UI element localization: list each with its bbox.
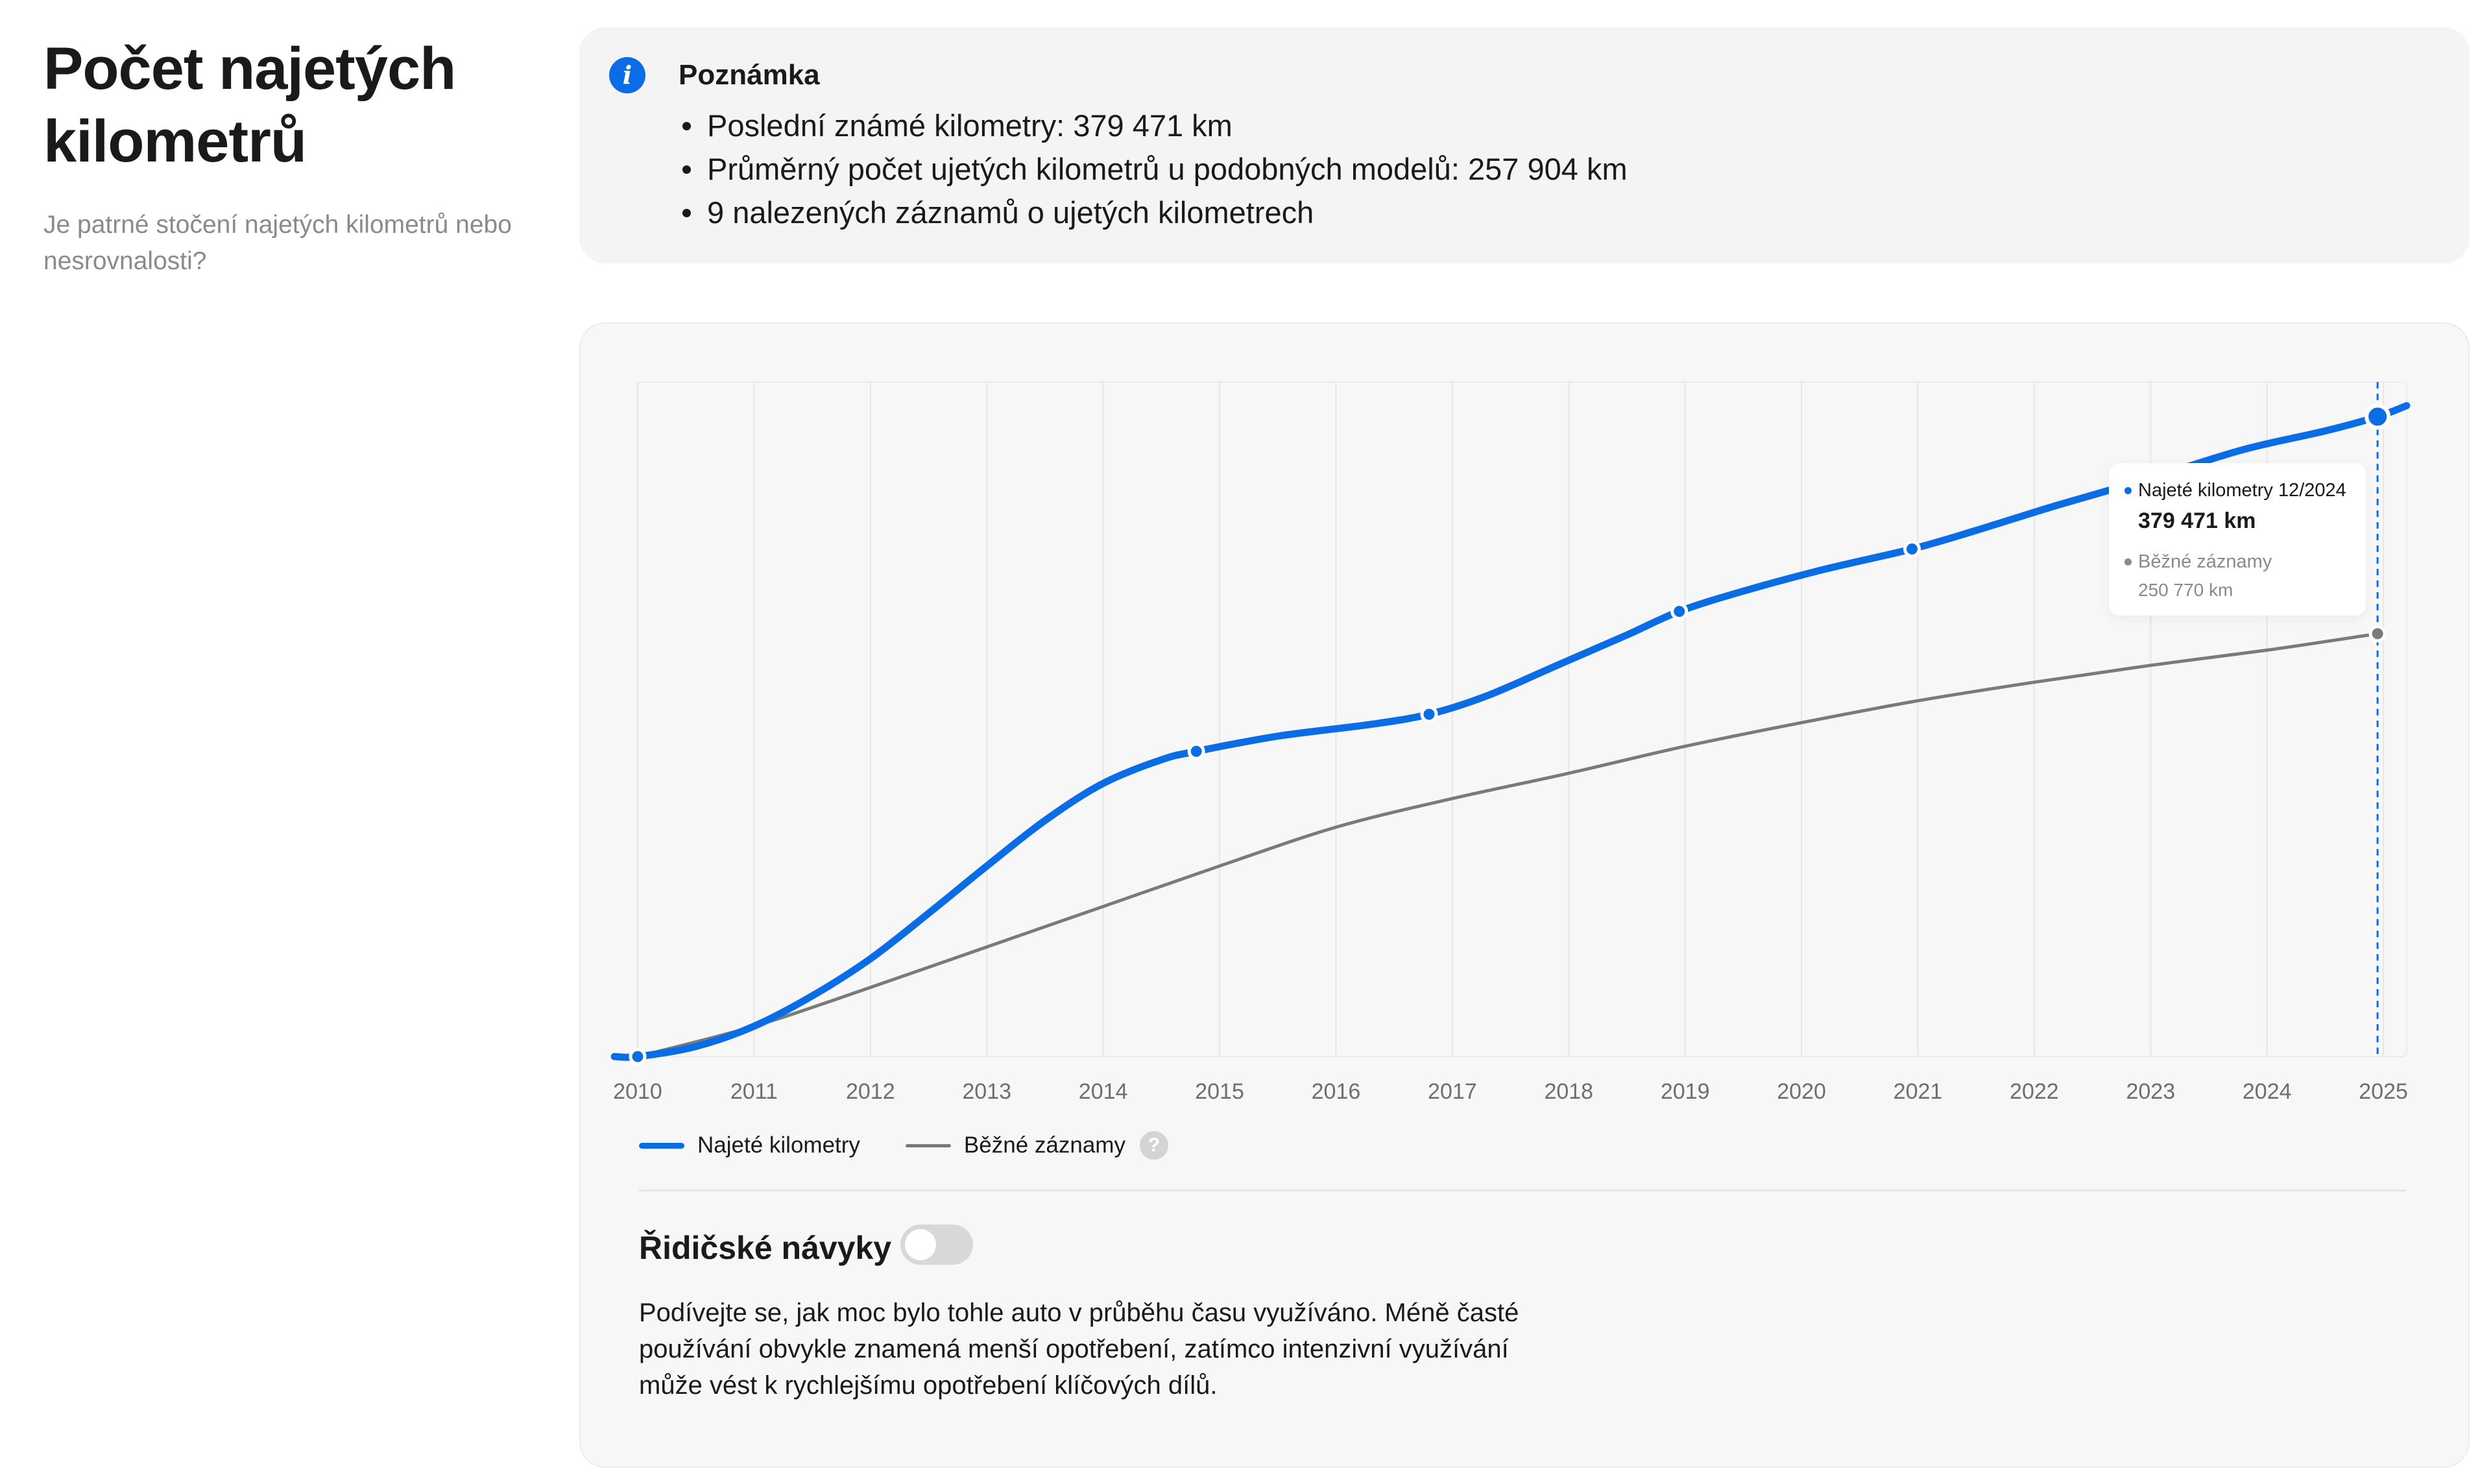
info-icon: i: [609, 57, 645, 93]
x-tick-label-2021: 2021: [1894, 1079, 1943, 1104]
section-header: Počet najetých kilometrů Je patrné stoče…: [43, 32, 536, 280]
tooltip-row-mileage: Najeté kilometry 12/2024: [2124, 480, 2346, 501]
help-icon[interactable]: ?: [1139, 1131, 1168, 1160]
note-item-average-mileage: Průměrný počet ujetých kilometrů u podob…: [679, 147, 1628, 191]
legend-label-mileage: Najeté kilometry: [697, 1132, 860, 1158]
x-tick-label-2011: 2011: [730, 1079, 778, 1104]
x-tick-label-2025: 2025: [2359, 1079, 2408, 1104]
tooltip-dot-typical: [2124, 558, 2132, 566]
driving-habits-toggle[interactable]: [900, 1225, 973, 1265]
section-divider: [639, 1190, 2406, 1191]
chart-legend: Najeté kilometry Běžné záznamy ?: [639, 1131, 1168, 1160]
tooltip-value-mileage: 379 471 km: [2138, 509, 2256, 533]
note-card: i Poznámka Poslední známé kilometry: 379…: [579, 27, 2470, 263]
driving-habits-description: Podívejte se, jak moc bylo tohle auto v …: [639, 1298, 1519, 1400]
page-title: Počet najetých kilometrů: [43, 36, 456, 174]
data-point-mileage-2: [1187, 742, 1205, 760]
tooltip-label-typical: Běžné záznamy: [2138, 551, 2272, 572]
note-item-record-count: 9 nalezených záznamů o ujetých kilometre…: [679, 191, 1628, 234]
note-title: Poznámka: [679, 59, 820, 91]
x-tick-label-2024: 2024: [2243, 1079, 2292, 1104]
driving-habits-title: Řidičské návyky: [639, 1230, 892, 1266]
tooltip-label-mileage: Najeté kilometry 12/2024: [2138, 480, 2346, 501]
legend-item-mileage[interactable]: Najeté kilometry: [639, 1132, 860, 1158]
x-tick-label-2017: 2017: [1428, 1079, 1477, 1104]
data-point-mileage-3: [1420, 705, 1438, 723]
x-tick-label-2022: 2022: [2010, 1079, 2059, 1104]
legend-swatch-mileage: [639, 1142, 684, 1149]
x-tick-label-2012: 2012: [846, 1079, 895, 1104]
tooltip-value-typical: 250 770 km: [2138, 580, 2233, 600]
x-tick-label-2018: 2018: [1544, 1079, 1593, 1104]
mileage-chart-card: 2010 2011 2012 2013 2014 2015 2016 2017 2018 2019…: [579, 322, 2470, 1468]
toggle-knob: [905, 1229, 936, 1260]
x-tick-label-2023: 2023: [2126, 1079, 2175, 1104]
page-subtitle: Je patrné stočení najetých kilometrů neb…: [43, 211, 512, 275]
series-line-typical: [636, 632, 2379, 1059]
note-list: Poslední známé kilometry: 379 471 km Prů…: [679, 104, 1628, 234]
legend-item-typical[interactable]: Běžné záznamy ?: [905, 1131, 1168, 1160]
data-point-typical-1: [2368, 625, 2387, 643]
series-line-mileage: [610, 401, 2411, 1061]
x-tick-label-2013: 2013: [962, 1079, 1011, 1104]
data-point-mileage-4: [1670, 603, 1689, 621]
x-tick-label-2015: 2015: [1195, 1079, 1244, 1104]
mileage-chart[interactable]: 2010 2011 2012 2013 2014 2015 2016 2017 2018 2019…: [581, 324, 2471, 1128]
data-point-mileage-5: [1903, 540, 1921, 558]
x-tick-label-2020: 2020: [1777, 1079, 1826, 1104]
tooltip-dot-mileage: [2124, 487, 2132, 494]
x-tick-label-2010: 2010: [613, 1079, 662, 1104]
note-item-last-mileage: Poslední známé kilometry: 379 471 km: [679, 104, 1628, 147]
x-tick-label-2019: 2019: [1661, 1079, 1710, 1104]
x-tick-label-2016: 2016: [1312, 1079, 1361, 1104]
data-point-mileage-6: [2365, 403, 2391, 430]
legend-swatch-typical: [905, 1143, 951, 1147]
x-tick-label-2014: 2014: [1079, 1079, 1128, 1104]
chart-tooltip: Najeté kilometry 12/2024 379 471 km Běžn…: [2109, 463, 2366, 616]
tooltip-row-typical: Běžné záznamy: [2124, 551, 2272, 573]
data-point-mileage-1: [629, 1047, 647, 1066]
legend-label-typical: Běžné záznamy: [963, 1132, 1125, 1158]
